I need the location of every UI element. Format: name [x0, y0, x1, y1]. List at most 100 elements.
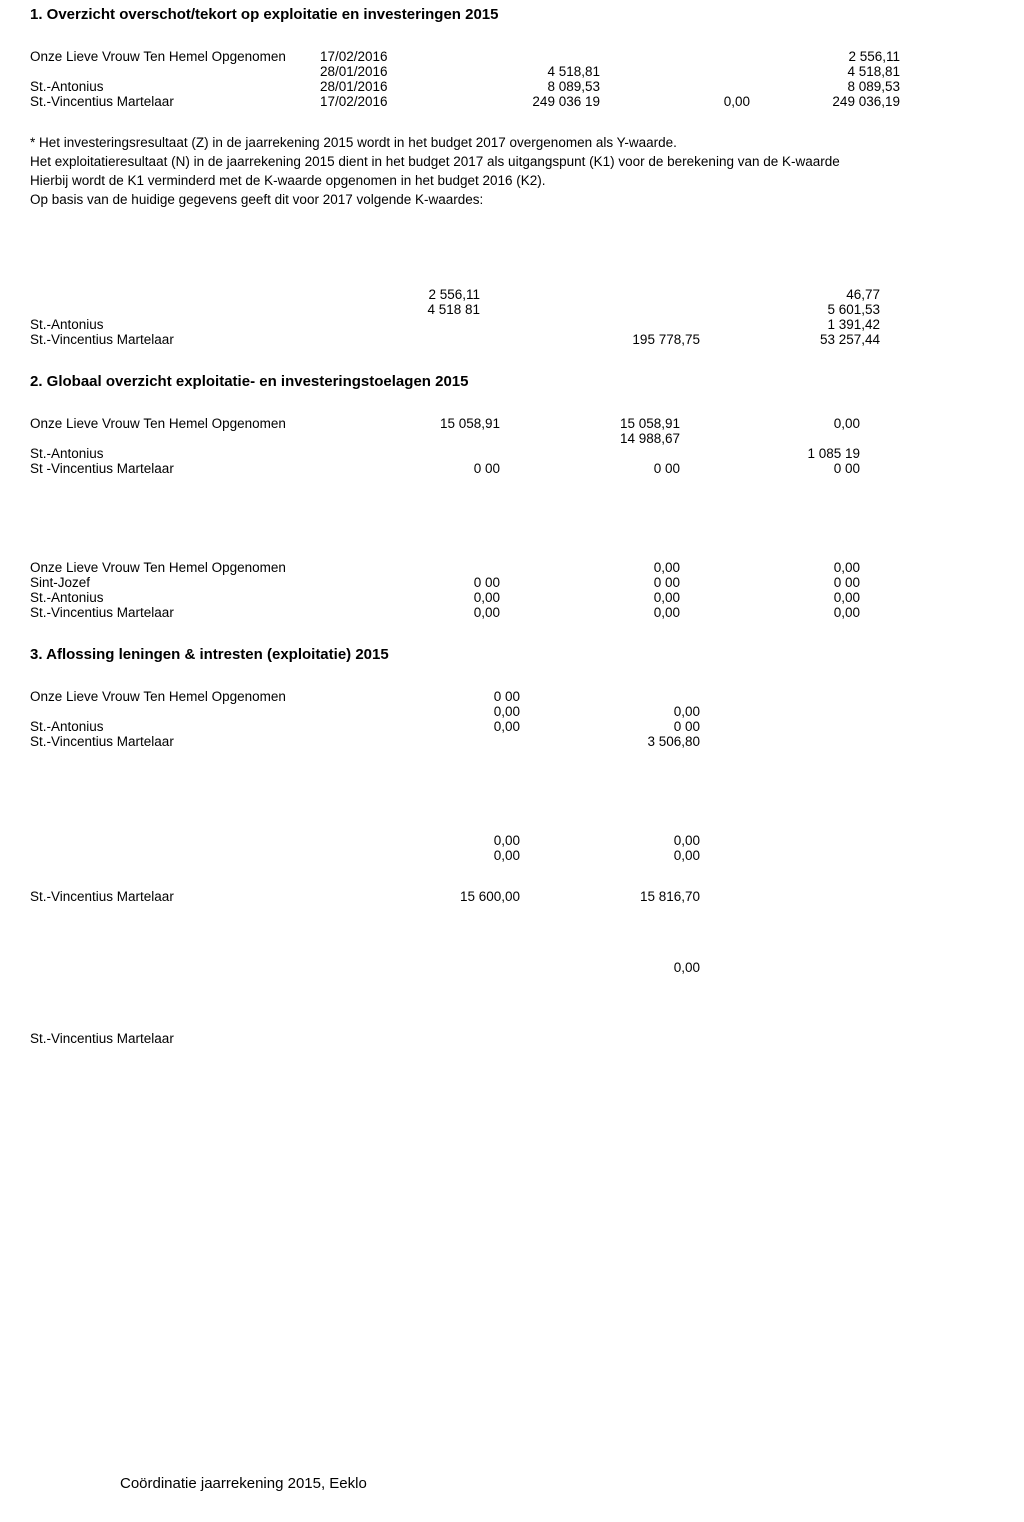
- cell: [320, 317, 480, 332]
- table-row: 2 556,11 46,77: [30, 287, 994, 302]
- cell: 4 518,81: [450, 64, 600, 79]
- section2-title: 2. Globaal overzicht exploitatie- en inv…: [30, 373, 994, 390]
- section1-notes: * Het investeringsresultaat (Z) in de ja…: [30, 135, 994, 207]
- row-label: Onze Lieve Vrouw Ten Hemel Opgenomen: [30, 560, 340, 575]
- cell: 0,00: [340, 590, 500, 605]
- table-row: 14 988,67: [30, 431, 994, 446]
- cell: [480, 287, 700, 302]
- table-row: St.-Vincentius Martelaar 15 600,00 15 81…: [30, 889, 994, 904]
- table-row: Onze Lieve Vrouw Ten Hemel Opgenomen 15 …: [30, 416, 994, 431]
- cell: 0,00: [520, 848, 700, 863]
- table-row: St.-Antonius 1 085 19: [30, 446, 994, 461]
- row-label: [30, 848, 340, 863]
- section1-table: Onze Lieve Vrouw Ten Hemel Opgenomen 17/…: [30, 49, 994, 109]
- row-label: Onze Lieve Vrouw Ten Hemel Opgenomen: [30, 689, 340, 704]
- cell: 17/02/2016: [320, 94, 450, 109]
- row-label: St.-Vincentius Martelaar: [30, 889, 340, 904]
- cell: 0,00: [340, 704, 520, 719]
- table-row: Sint-Jozef 0 00 0 00 0 00: [30, 575, 994, 590]
- section3-blockE: St.-Vincentius Martelaar: [30, 1031, 994, 1046]
- cell: [340, 960, 520, 975]
- cell: [520, 689, 700, 704]
- table-row: St.-Vincentius Martelaar 3 506,80: [30, 734, 994, 749]
- table-row: 0,00 0,00: [30, 833, 994, 848]
- cell: [340, 431, 500, 446]
- table-row: St.-Vincentius Martelaar 17/02/2016 249 …: [30, 94, 994, 109]
- table-row: St.-Antonius 1 391,42: [30, 317, 994, 332]
- cell: 2 556,11: [750, 49, 900, 64]
- row-label: St.-Vincentius Martelaar: [30, 605, 340, 620]
- page-footer: Coördinatie jaarrekening 2015, Eeklo: [120, 1475, 367, 1492]
- cell: 0,00: [680, 590, 860, 605]
- section2-exploit-table: Onze Lieve Vrouw Ten Hemel Opgenomen 15 …: [30, 416, 994, 476]
- cell: 0 00: [340, 575, 500, 590]
- cell: 14 988,67: [500, 431, 680, 446]
- row-label: St.-Antonius: [30, 446, 340, 461]
- table-row: St.-Antonius 0,00 0 00: [30, 719, 994, 734]
- cell: 8 089,53: [750, 79, 900, 94]
- cell: 0,00: [500, 590, 680, 605]
- row-label: [30, 287, 320, 302]
- row-label: Onze Lieve Vrouw Ten Hemel Opgenomen: [30, 49, 320, 64]
- cell: 0,00: [340, 605, 500, 620]
- cell: 1 391,42: [700, 317, 880, 332]
- cell: 4 518,81: [750, 64, 900, 79]
- cell: 0 00: [680, 575, 860, 590]
- cell: 0 00: [340, 461, 500, 476]
- cell: 53 257,44: [700, 332, 880, 347]
- cell: 249 036,19: [750, 94, 900, 109]
- note-line: * Het investeringsresultaat (Z) in de ja…: [30, 135, 994, 150]
- cell: 46,77: [700, 287, 880, 302]
- cell: [340, 560, 500, 575]
- section3-blockA: Onze Lieve Vrouw Ten Hemel Opgenomen 0 0…: [30, 689, 994, 749]
- row-label: St -Vincentius Martelaar: [30, 461, 340, 476]
- cell: 15 058,91: [500, 416, 680, 431]
- cell: 15 600,00: [340, 889, 520, 904]
- table-row: 0,00: [30, 960, 994, 975]
- cell: [480, 317, 700, 332]
- row-label: [30, 302, 320, 317]
- note-line: Op basis van de huidige gegevens geeft d…: [30, 192, 994, 207]
- cell: 0 00: [680, 461, 860, 476]
- row-label: St.-Antonius: [30, 590, 340, 605]
- row-label: Sint-Jozef: [30, 575, 340, 590]
- cell: 0,00: [500, 560, 680, 575]
- row-label: St.-Vincentius Martelaar: [30, 734, 340, 749]
- cell: [320, 332, 480, 347]
- cell: 28/01/2016: [320, 79, 450, 94]
- cell: 249 036 19: [450, 94, 600, 109]
- cell: [520, 1031, 700, 1046]
- table-row: 28/01/2016 4 518,81 4 518,81: [30, 64, 994, 79]
- row-label: St.-Antonius: [30, 719, 340, 734]
- row-label: St.-Vincentius Martelaar: [30, 94, 320, 109]
- table-row: St.-Vincentius Martelaar: [30, 1031, 994, 1046]
- row-label: [30, 960, 340, 975]
- table-row: St.-Antonius 28/01/2016 8 089,53 8 089,5…: [30, 79, 994, 94]
- note-line: Het exploitatieresultaat (N) in de jaarr…: [30, 154, 994, 169]
- cell: 0,00: [520, 704, 700, 719]
- cell: 4 518 81: [320, 302, 480, 317]
- section3-blockD: 0,00: [30, 960, 994, 975]
- cell: 0,00: [340, 848, 520, 863]
- row-label: Onze Lieve Vrouw Ten Hemel Opgenomen: [30, 416, 340, 431]
- cell: 0,00: [340, 719, 520, 734]
- cell: [600, 64, 750, 79]
- cell: [340, 446, 500, 461]
- cell: 8 089,53: [450, 79, 600, 94]
- cell: 0,00: [680, 560, 860, 575]
- table-row: 0,00 0,00: [30, 704, 994, 719]
- table-row: Onze Lieve Vrouw Ten Hemel Opgenomen 0,0…: [30, 560, 994, 575]
- table-row: St.-Vincentius Martelaar 0,00 0,00 0,00: [30, 605, 994, 620]
- cell: 5 601,53: [700, 302, 880, 317]
- cell: 28/01/2016: [320, 64, 450, 79]
- cell: 0 00: [520, 719, 700, 734]
- row-label: [30, 64, 320, 79]
- cell: 1 085 19: [680, 446, 860, 461]
- cell: 0,00: [520, 960, 700, 975]
- cell: [600, 79, 750, 94]
- table-row: St -Vincentius Martelaar 0 00 0 00 0 00: [30, 461, 994, 476]
- cell: 0,00: [500, 605, 680, 620]
- cell: 15 058,91: [340, 416, 500, 431]
- section1-kvalues: 2 556,11 46,77 4 518 81 5 601,53 St.-Ant…: [30, 287, 994, 347]
- cell: [500, 446, 680, 461]
